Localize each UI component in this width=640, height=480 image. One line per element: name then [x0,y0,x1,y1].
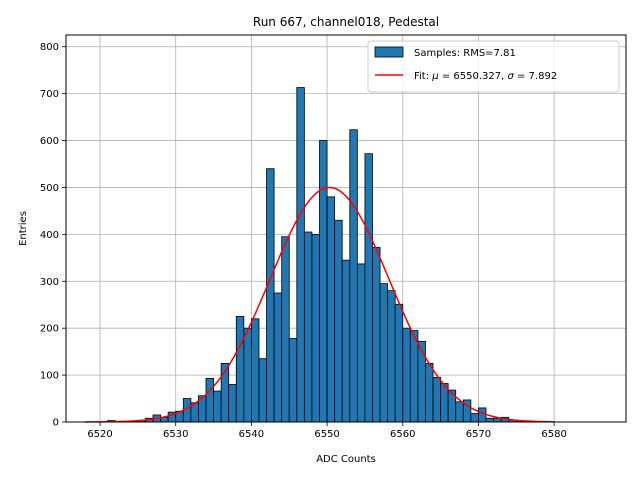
legend-bar-swatch [374,46,404,58]
y-tick-label: 600 [40,136,59,147]
y-axis-title: Entries [18,211,29,246]
histogram-bar [228,384,237,423]
legend-box [367,40,620,93]
y-tick-label: 0 [53,418,59,429]
histogram-bar [478,407,487,423]
histogram-bar [425,362,434,423]
x-tick-label: 6560 [390,429,415,440]
histogram-bars [107,87,555,423]
histogram-bar [341,259,351,423]
histogram-bar [243,327,252,423]
histogram-bar [319,140,328,423]
chart-title: Run 667, channel018, Pedestal [253,15,439,29]
y-tick-label: 300 [40,277,59,288]
histogram-bar [470,413,479,423]
y-tick-label: 200 [40,324,59,335]
histogram-bar [258,358,267,423]
histogram-bar [273,292,283,423]
y-tick-label: 500 [40,183,59,194]
axis-ticks: 6520 6530 6540 6550 6560 6570 6580 0 100 200 300 40… [40,42,567,440]
histogram-bar [251,318,260,423]
x-tick-label: 6570 [466,429,491,440]
histogram-bar [402,327,411,423]
legend: Samples: RMS=7.81 Fit: μ = 6550.327, σ =… [367,40,620,93]
histogram-bar [349,129,358,423]
legend-fit-label: Fit: μ = 6550.327, σ = 7.892 [414,71,557,82]
x-tick-label: 6550 [314,429,339,440]
gaussian-fit-curve [84,186,555,423]
histogram-bar [266,168,275,423]
histogram-bar [387,290,396,423]
y-tick-label: 400 [40,230,59,241]
histogram-bar [326,196,336,423]
histogram-bar [281,236,290,423]
x-tick-label: 6520 [87,429,112,440]
x-tick-label: 6530 [163,429,188,440]
histogram-bar [303,231,313,423]
histogram-bar [493,417,502,423]
histogram-bar [356,263,366,423]
histogram-bar [364,153,373,423]
histogram-bar [288,338,298,423]
histogram-bar [296,87,305,423]
histogram-bar [485,417,494,423]
histogram-bar [311,233,320,423]
x-tick-label: 6540 [239,429,264,440]
histogram-bar [409,330,419,423]
histogram-bar [372,247,381,423]
histogram-bar [417,340,426,423]
histogram-bar [235,316,245,423]
y-tick-label: 100 [40,371,59,382]
legend-bar-label: Samples: RMS=7.81 [414,48,516,59]
histogram-bar [334,219,343,423]
histogram-bar [455,401,464,423]
histogram-bar [205,377,214,423]
plot-frame [65,34,627,423]
histogram-bar [394,303,404,423]
histogram-bar [440,383,449,423]
x-axis-title: ADC Counts [316,454,376,465]
histogram-bar [213,390,222,423]
x-tick-label: 6580 [541,429,566,440]
y-tick-label: 800 [40,42,59,53]
histogram-bar [432,377,441,423]
y-tick-label: 700 [40,89,59,100]
histogram-bar [379,283,389,423]
